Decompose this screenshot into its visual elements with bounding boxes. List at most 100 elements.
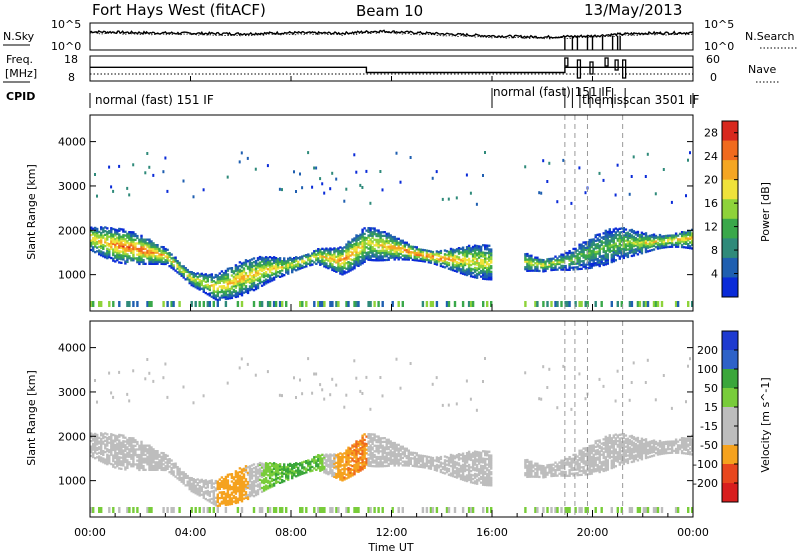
velocity-cell-1 xyxy=(90,451,93,454)
power-cell-239 xyxy=(126,253,129,256)
power-cell-2389 xyxy=(582,245,585,248)
velocity-cell-170 xyxy=(116,446,119,449)
power-cell-1965 xyxy=(465,262,469,265)
power-cell-2097 xyxy=(484,259,487,262)
velocity-cell-1086 xyxy=(287,471,290,474)
velocity-scatter-1446 xyxy=(359,389,362,393)
power-cell-2642 xyxy=(618,238,621,242)
power-cell-2937 xyxy=(682,231,686,234)
power-cell-1953 xyxy=(463,262,467,265)
power-cell-1959 xyxy=(463,250,467,254)
power-cell-663 xyxy=(218,298,221,301)
power-cell-1264 xyxy=(333,256,336,259)
power-cell-2277 xyxy=(558,261,561,264)
velocity-cell-959 xyxy=(262,485,266,488)
power-cell-2605 xyxy=(612,230,615,233)
power-cell-625 xyxy=(210,291,213,295)
power-cell-405 xyxy=(152,255,155,258)
velocity-cell-838 xyxy=(244,496,248,499)
power-cell-2114 xyxy=(486,261,489,264)
velocity-cell-512 xyxy=(178,467,181,470)
velocity-ground-623 xyxy=(208,507,211,513)
power-cell-1795 xyxy=(425,251,429,254)
power-cell-447 xyxy=(160,251,163,254)
power-cell-1275 xyxy=(335,255,338,258)
velocity-cell-1221 xyxy=(325,464,328,467)
velocity-cell-14 xyxy=(92,446,95,449)
velocity-cell-1854 xyxy=(443,459,447,462)
power-cell-92 xyxy=(106,255,109,258)
power-cell-1372 xyxy=(349,241,352,244)
velocity-cell-320 xyxy=(138,453,141,457)
power-cell-2625 xyxy=(616,245,619,248)
velocity-cell-890 xyxy=(250,468,254,471)
velocity-cell-497 xyxy=(174,466,177,469)
power-cell-2531 xyxy=(604,259,607,262)
power-cell-811 xyxy=(240,284,244,287)
velocity-cell-1863 xyxy=(447,473,451,476)
velocity-cell-1556 xyxy=(375,455,378,459)
velocity-cell-155 xyxy=(114,445,117,449)
power-cell-204 xyxy=(120,237,123,240)
power-cell-489 xyxy=(172,268,175,271)
power-cell-3 xyxy=(90,241,93,244)
velocity-cell-269 xyxy=(130,450,133,453)
power-cell-2508 xyxy=(600,255,603,258)
velocity-cell-443 xyxy=(160,465,163,468)
velocity-cell-0 xyxy=(90,454,93,458)
power-cell-803 xyxy=(238,264,242,268)
power-cell-626 xyxy=(210,284,213,287)
velocity-cell-1796 xyxy=(425,455,429,458)
power-cell-1241 xyxy=(329,254,332,258)
velocity-cell-1402 xyxy=(355,466,358,469)
power-cell-2944 xyxy=(685,233,688,236)
power-cell-2017 xyxy=(473,270,477,273)
power-cell-460 xyxy=(164,262,167,266)
power-cell-1514 xyxy=(369,243,372,247)
power-cell-36 xyxy=(96,242,99,245)
power-cell-1804 xyxy=(429,259,433,262)
velocity-ground-488 xyxy=(170,507,173,513)
power-cell-780 xyxy=(236,280,240,283)
power-scatter-1137 xyxy=(301,186,304,190)
velocity-cell-348 xyxy=(142,448,145,451)
power-cell-2940 xyxy=(685,240,688,244)
power-cell-941 xyxy=(258,261,262,264)
power-cell-2339 xyxy=(574,262,577,265)
power-cell-1098 xyxy=(291,267,294,270)
power-cell-2091 xyxy=(484,274,487,277)
velocity-cell-945 xyxy=(260,490,264,493)
power-scatter-360 xyxy=(144,171,147,175)
velocity-cell-637 xyxy=(212,493,215,496)
power-cell-915 xyxy=(254,263,258,266)
power-cell-472 xyxy=(166,254,169,257)
power-cell-1019 xyxy=(272,276,276,279)
velocity-cell-1341 xyxy=(345,449,348,452)
velocity-cell-1353 xyxy=(347,457,350,460)
velocity-cell-614 xyxy=(206,480,209,483)
velocity-cell-1551 xyxy=(375,465,378,468)
power-cell-2964 xyxy=(689,230,692,233)
power-cell-27 xyxy=(94,236,97,239)
power-cell-700 xyxy=(224,288,228,291)
power-cell-1641 xyxy=(387,234,390,237)
power-cell-2927 xyxy=(680,234,684,238)
power-cell-1368 xyxy=(349,250,352,253)
power-cell-194 xyxy=(120,261,123,264)
velocity-cell-1226 xyxy=(325,453,328,456)
power-cell-1919 xyxy=(457,258,461,261)
velocity-cell-1565 xyxy=(377,463,380,466)
velocity-cell-853 xyxy=(246,494,250,497)
power-cell-234 xyxy=(124,230,127,233)
power-cell-2099 xyxy=(484,255,487,258)
velocity-cell-1273 xyxy=(335,467,338,470)
velocity-cell-1306 xyxy=(339,452,342,455)
power-cell-1744 xyxy=(409,253,412,256)
power-cell-2668 xyxy=(622,243,625,246)
power-ground-2001 xyxy=(469,301,473,307)
velocity-cell-947 xyxy=(260,481,264,484)
power-cell-2764 xyxy=(638,247,642,250)
power-cell-999 xyxy=(268,270,272,274)
power-cell-1942 xyxy=(461,257,465,260)
velocity-cell-984 xyxy=(266,485,270,488)
